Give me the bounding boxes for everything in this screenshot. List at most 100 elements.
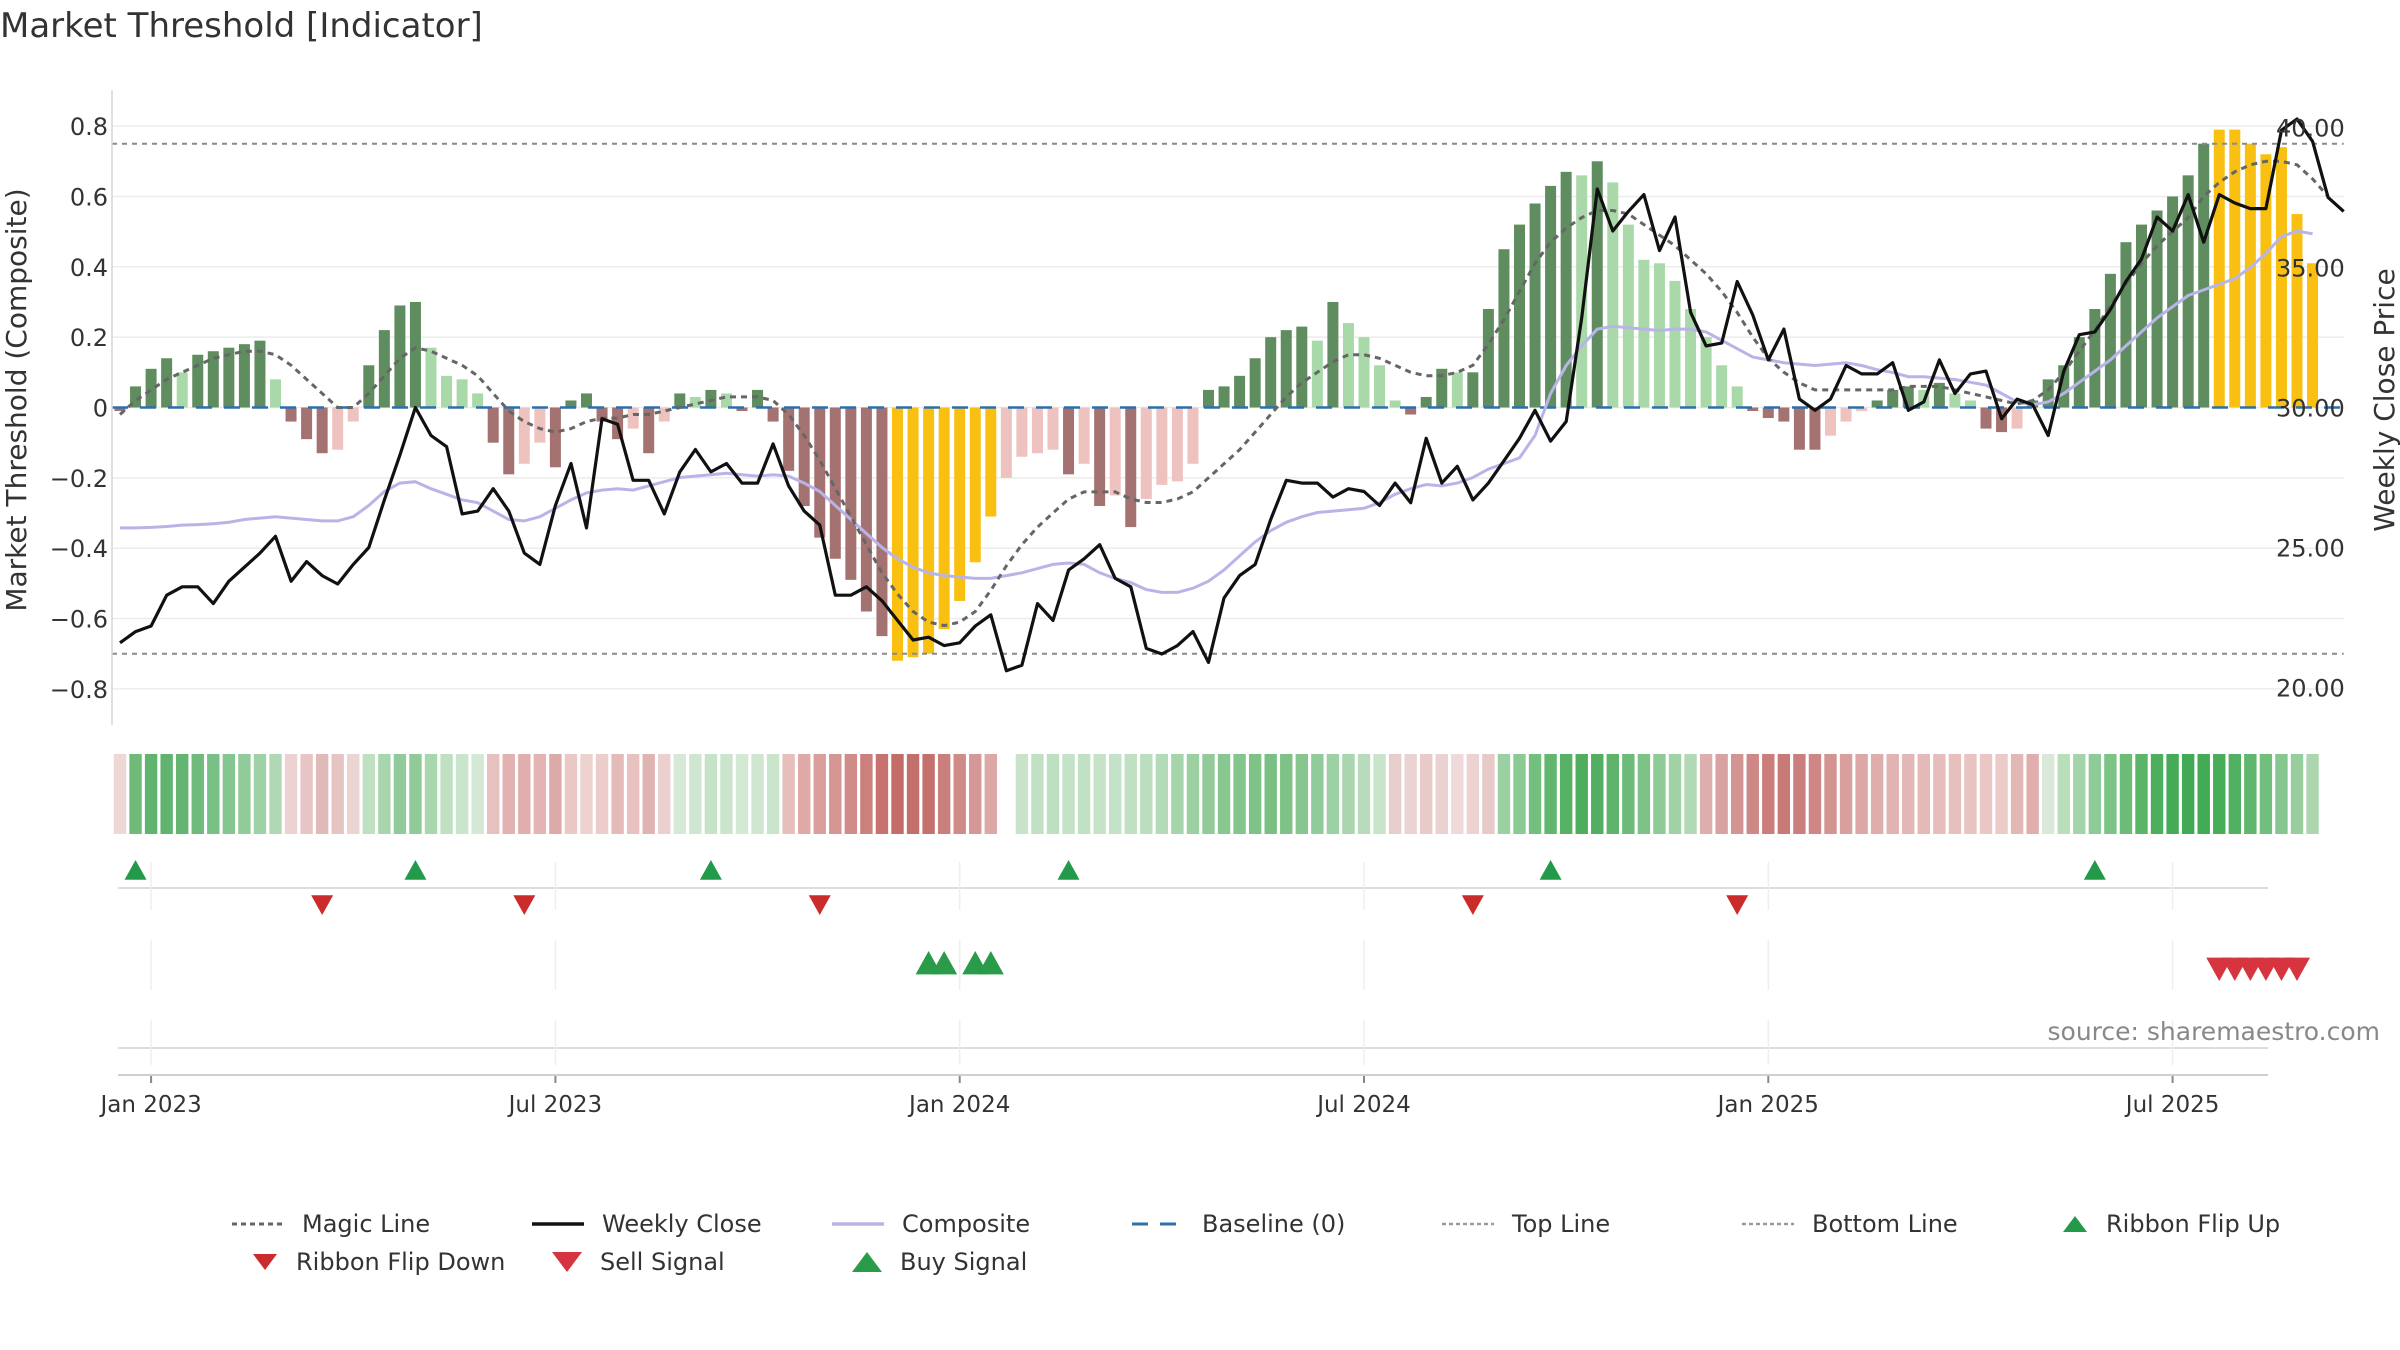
signal-markers <box>118 860 2310 1076</box>
ribbon-segment <box>1062 754 1075 834</box>
ribbon-segment <box>144 754 158 834</box>
ribbon-segment <box>2181 754 2195 834</box>
magic-line-swatch <box>232 1222 284 1226</box>
histogram-bar <box>1249 358 1261 408</box>
reference-lines <box>112 142 2344 655</box>
histogram-bar <box>1420 396 1432 408</box>
y-left-tick-label: −0.6 <box>50 606 108 634</box>
ribbon-segment <box>611 754 624 834</box>
histogram-bar <box>1560 171 1572 408</box>
ribbon-segment <box>300 754 313 834</box>
ribbon-segment <box>1466 754 1480 834</box>
histogram-bar <box>1669 280 1681 408</box>
histogram-bar <box>363 365 375 408</box>
histogram-bar <box>1545 185 1557 408</box>
ribbon-segment <box>2197 754 2210 834</box>
ribbon-segment <box>284 754 298 834</box>
ribbon-segment <box>1124 754 1137 834</box>
ribbon-flip-down-marker <box>311 895 334 915</box>
ribbon-segment <box>1824 754 1837 834</box>
histogram-bar <box>783 407 795 471</box>
ribbon-segment <box>922 754 935 834</box>
legend-label: Sell Signal <box>600 1248 725 1276</box>
histogram-bar <box>1793 407 1805 450</box>
y-left-tick-label: −0.8 <box>50 676 108 704</box>
histogram-bar <box>1000 407 1012 478</box>
histogram-bar <box>161 358 173 408</box>
histogram-bar <box>207 351 219 408</box>
histogram-bar <box>1638 259 1650 408</box>
ribbon-segment <box>1933 754 1946 834</box>
histogram-bar <box>332 407 344 450</box>
ribbon-segment <box>1326 754 1340 834</box>
weekly-close-swatch <box>532 1222 584 1226</box>
histogram-bar <box>1078 407 1090 464</box>
ribbon-segment <box>798 754 811 834</box>
ribbon-segment <box>1606 754 1619 834</box>
ribbon-segment <box>549 754 562 834</box>
histogram-bar <box>923 407 935 654</box>
histogram-bar <box>1016 407 1028 457</box>
ribbon-segment <box>1046 754 1060 834</box>
ribbon-segment <box>2275 754 2288 834</box>
y-right-tick-label: 30.00 <box>2276 395 2345 423</box>
ribbon-segment <box>1482 754 1495 834</box>
histogram-bar <box>1342 323 1354 408</box>
ribbon-flip-up-marker <box>2083 860 2106 880</box>
legend-sell-signal: Sell Signal <box>550 1243 725 1281</box>
ribbon-segment <box>1388 754 1402 834</box>
ribbon-segment <box>409 754 422 834</box>
histogram-bar <box>1203 389 1214 408</box>
ribbon-segment <box>1513 754 1526 834</box>
histogram-bar <box>1125 407 1137 528</box>
histogram-bar <box>1933 382 1945 408</box>
triangle-up-icon <box>2063 1216 2087 1232</box>
legend-label: Ribbon Flip Up <box>2106 1210 2281 1238</box>
histogram-bar <box>798 407 810 506</box>
ribbon-segment <box>1171 754 1184 834</box>
y-right-tick-label: 25.00 <box>2276 535 2345 563</box>
histogram-bar <box>254 340 266 408</box>
ribbon-segment <box>1653 754 1666 834</box>
ribbon-segment <box>113 754 127 834</box>
ribbon-segment <box>1311 754 1324 834</box>
histogram-bar <box>1747 407 1759 412</box>
ribbon-segment <box>2073 754 2086 834</box>
histogram-bar <box>2089 309 2101 408</box>
weekly-close-line <box>119 117 2345 673</box>
histogram-bar <box>2307 263 2319 408</box>
histogram-bar <box>1653 263 1665 408</box>
legend: Magic Line Weekly Close Composite Baseli… <box>230 1205 2310 1281</box>
histogram-bar <box>347 407 359 422</box>
ribbon-segment <box>518 754 531 834</box>
histogram-bar <box>1327 301 1339 408</box>
ribbon-segment <box>424 754 438 834</box>
histogram-bar <box>301 407 313 440</box>
ribbon-segment <box>455 754 469 834</box>
ribbon-segment <box>751 754 764 834</box>
histogram-bar <box>1187 407 1199 464</box>
ribbon-segment <box>1109 754 1122 834</box>
buy-signal-marker <box>977 951 1004 975</box>
triangle-down-icon <box>552 1252 582 1272</box>
histogram-bar <box>1607 182 1619 408</box>
histogram-bar <box>394 305 406 408</box>
triangle-down-icon <box>253 1254 277 1270</box>
y-left-axis-label: Market Threshold (Composite) <box>0 188 33 611</box>
histogram-bar <box>1856 407 1868 412</box>
ribbon-segment <box>1839 754 1853 834</box>
histogram-bar <box>658 407 670 422</box>
histogram-bar <box>1047 407 1059 450</box>
histogram-bar <box>2229 129 2241 408</box>
ribbon-segment <box>238 754 251 834</box>
histogram-bar <box>1529 203 1541 408</box>
ribbon-flip-down-marker <box>513 895 536 915</box>
histogram-bar <box>876 407 888 637</box>
histogram-bar <box>954 407 966 601</box>
ribbon-flip-down-marker <box>1726 895 1749 915</box>
histogram-bar <box>270 379 281 408</box>
histogram-bar <box>689 396 701 408</box>
ribbon-segment <box>704 754 718 834</box>
ribbon-segment <box>1093 754 1106 834</box>
ribbon-segment <box>891 754 904 834</box>
